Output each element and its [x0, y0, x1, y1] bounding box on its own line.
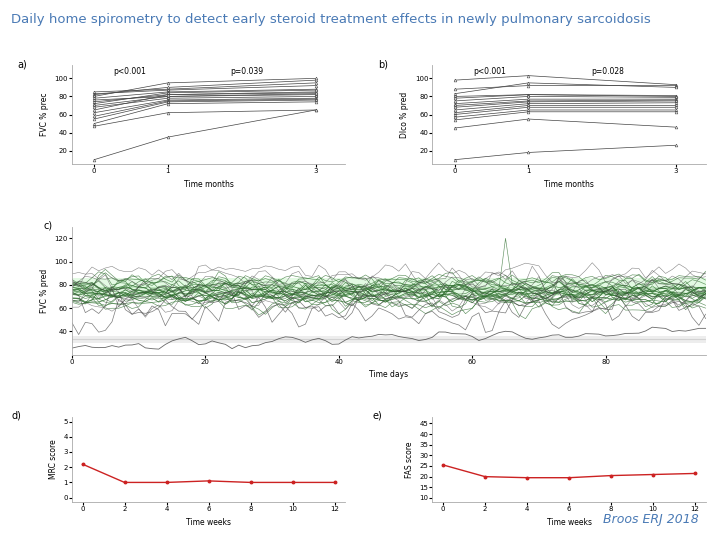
Text: a): a) [17, 60, 27, 70]
X-axis label: Time months: Time months [544, 180, 594, 189]
Y-axis label: FAS score: FAS score [405, 441, 414, 478]
Text: p=0.028: p=0.028 [591, 67, 624, 76]
Y-axis label: FVC % pred: FVC % pred [40, 268, 49, 313]
Text: p<0.001: p<0.001 [474, 67, 506, 76]
X-axis label: Time months: Time months [184, 180, 233, 189]
X-axis label: Time weeks: Time weeks [546, 518, 592, 527]
Text: d): d) [12, 410, 22, 420]
X-axis label: Time weeks: Time weeks [186, 518, 231, 527]
Bar [72, 278, 706, 296]
Text: e): e) [372, 410, 382, 420]
Text: p<0.001: p<0.001 [113, 67, 146, 76]
Text: c): c) [43, 220, 53, 230]
Bar [72, 336, 706, 343]
Y-axis label: FVC % prec: FVC % prec [40, 93, 49, 136]
Text: b): b) [378, 60, 388, 70]
Y-axis label: Dlco % pred: Dlco % pred [400, 91, 409, 138]
Text: Broos ERJ 2018: Broos ERJ 2018 [603, 514, 698, 526]
X-axis label: Time days: Time days [369, 370, 408, 379]
Text: Daily home spirometry to detect early steroid treatment effects in newly pulmona: Daily home spirometry to detect early st… [11, 14, 651, 26]
Text: p=0.039: p=0.039 [230, 67, 264, 76]
Y-axis label: MRC score: MRC score [49, 440, 58, 480]
